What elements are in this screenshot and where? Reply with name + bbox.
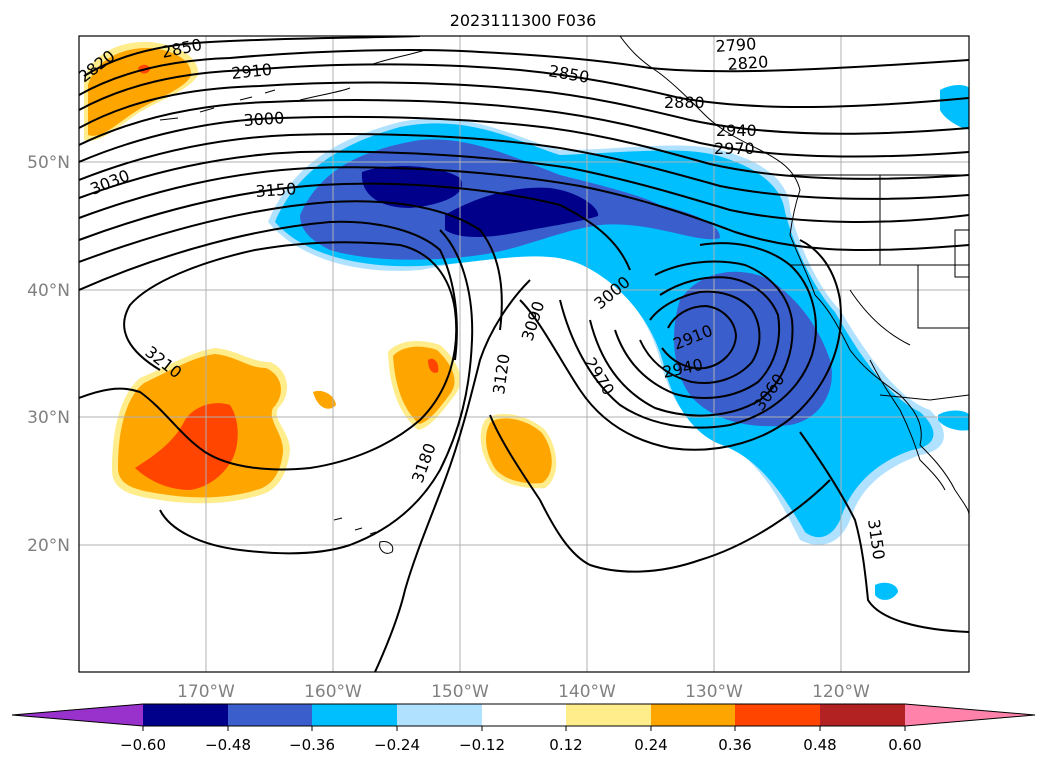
coastlines (159, 36, 969, 554)
map-frame (78, 35, 970, 673)
lon-label: 140°W (558, 682, 616, 702)
height-contours (79, 36, 969, 672)
lon-label: 170°W (177, 682, 235, 702)
colorbar-extend-low (12, 704, 143, 726)
colorbar-segment (397, 704, 482, 726)
colorbar-extend-high (905, 704, 1035, 726)
lon-label: 160°W (304, 682, 362, 702)
lon-label: 150°W (431, 682, 489, 702)
colorbar-tick-label: −0.12 (459, 736, 505, 754)
colorbar-tick-label: 0.24 (634, 736, 667, 754)
lat-label: 20°N (27, 536, 70, 556)
colorbar-tick-label: −0.48 (205, 736, 251, 754)
colorbar-segment (228, 704, 312, 726)
colorbar-segment (735, 704, 820, 726)
contour-label: 2820 (727, 52, 769, 74)
contour-label: 2970 (714, 139, 755, 158)
colorbar-tick-label: 0.12 (549, 736, 582, 754)
lat-label: 30°N (27, 408, 70, 428)
longitude-labels: 170°W 160°W 150°W 140°W 130°W 120°W (177, 682, 870, 702)
colorbar-tick-labels: −0.60 −0.48 −0.36 −0.24 −0.12 0.12 0.24 … (120, 736, 922, 754)
map-panel: 2820 2850 2910 3000 3030 3150 2850 2790 … (79, 34, 969, 672)
colorbar-segment (482, 704, 566, 726)
lat-label: 40°N (27, 281, 70, 301)
colorbar-segment (312, 704, 397, 726)
colorbar: −0.60 −0.48 −0.36 −0.24 −0.12 0.12 0.24 … (11, 703, 1036, 754)
colorbar-tick-label: −0.24 (374, 736, 420, 754)
graticule (79, 36, 969, 672)
colorbar-tick-label: −0.36 (289, 736, 335, 754)
contour-label: 2940 (716, 121, 757, 140)
colorbar-segment (143, 704, 228, 726)
colorbar-segment (566, 704, 651, 726)
colorbar-tick-label: 0.60 (888, 736, 921, 754)
colorbar-tick-label: 0.48 (803, 736, 836, 754)
positive-anomaly-shading (84, 41, 557, 504)
lat-label: 50°N (27, 153, 70, 173)
contour-label: 3150 (255, 179, 297, 201)
negative-anomaly-shading (268, 85, 969, 600)
latitude-labels: 50°N 40°N 30°N 20°N (27, 153, 70, 556)
contour-label: 2790 (715, 34, 757, 56)
colorbar-tick-label: 0.36 (718, 736, 751, 754)
colorbar-ticks (142, 726, 906, 731)
contour-label: 2880 (664, 93, 705, 112)
figure-title: 2023111300 F036 (450, 11, 597, 30)
lon-label: 130°W (685, 682, 743, 702)
colorbar-tick-label: −0.60 (120, 736, 166, 754)
contour-label: 3000 (243, 108, 285, 130)
contour-label: 2910 (230, 60, 272, 83)
lon-label: 120°W (812, 682, 870, 702)
colorbar-segment (651, 704, 735, 726)
colorbar-segment (820, 704, 905, 726)
